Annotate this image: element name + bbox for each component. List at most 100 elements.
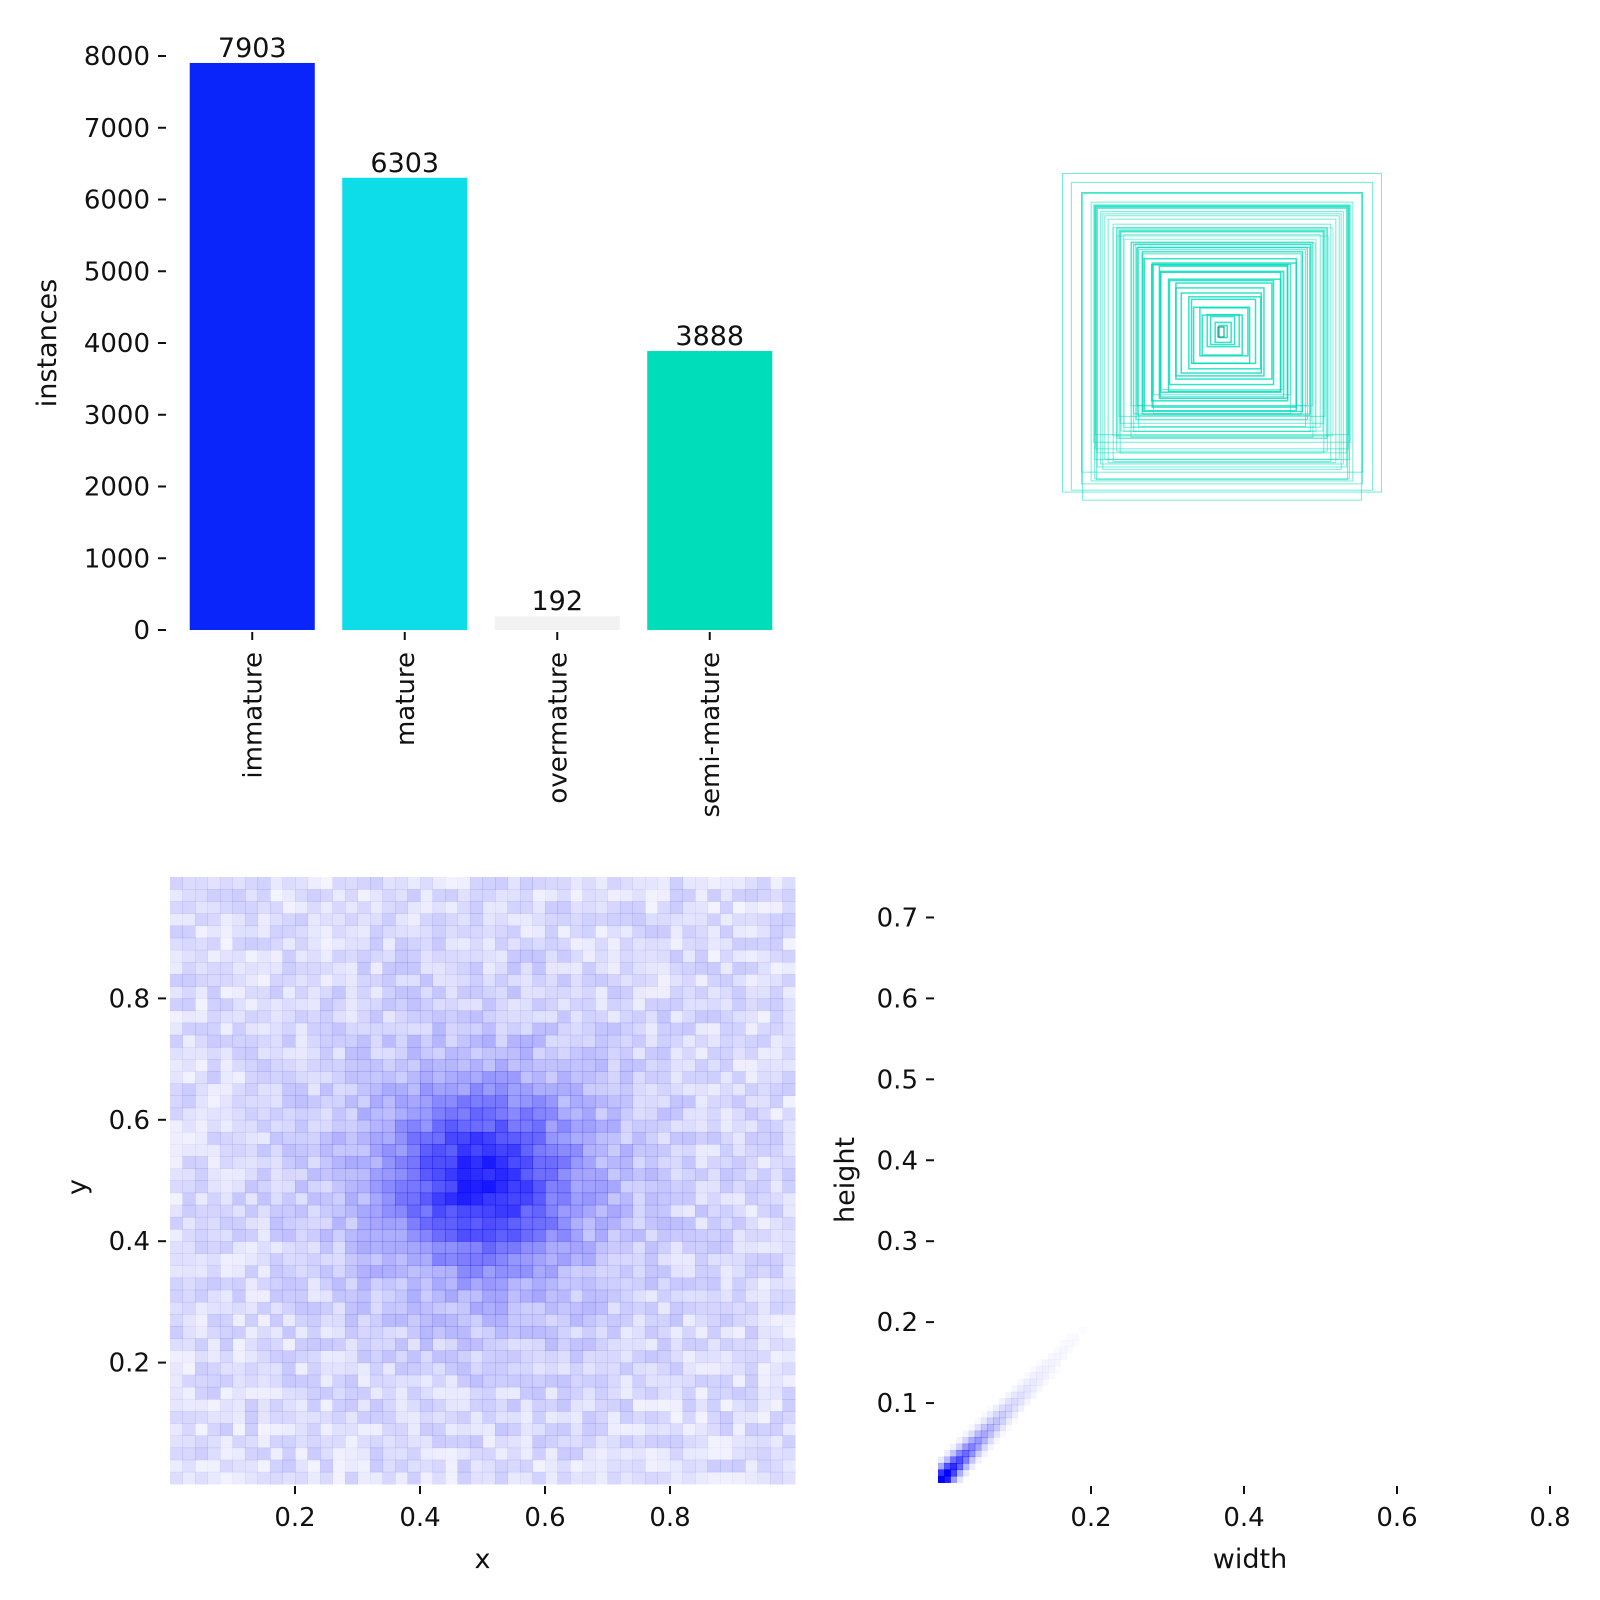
heatmap-cell	[307, 1144, 321, 1157]
heatmap-cell	[345, 1338, 358, 1351]
heatmap-cell	[407, 1253, 421, 1266]
heatmap-cell	[695, 1144, 708, 1157]
heatmap-cell	[370, 1156, 383, 1169]
heatmap-cell	[632, 998, 646, 1012]
heatmap-cell	[432, 998, 446, 1012]
heatmap-cell	[332, 877, 346, 890]
heatmap-cell	[720, 1289, 733, 1303]
heatmap-cell	[407, 913, 421, 927]
heatmap-cell	[657, 1411, 671, 1424]
heatmap-cell	[1017, 1391, 1025, 1399]
heatmap-cell	[195, 1192, 208, 1206]
heatmap-cell	[520, 1216, 533, 1230]
heatmap-cell	[495, 1374, 508, 1388]
heatmap-cell	[220, 913, 233, 927]
heatmap-cell	[432, 1144, 446, 1157]
heatmap-cell	[320, 1265, 333, 1279]
heatmap-cell	[720, 1083, 733, 1097]
heatmap-cell	[482, 1046, 496, 1060]
heatmap-cell	[956, 1462, 964, 1471]
heatmap-cell	[557, 1471, 571, 1485]
heatmap-cell	[720, 1059, 733, 1072]
heatmap-cell	[482, 1277, 496, 1291]
heatmap-cell	[307, 1046, 321, 1060]
heatmap-cell	[407, 949, 421, 963]
heatmap-cell	[707, 1204, 721, 1218]
heatmap-cell	[782, 986, 796, 999]
heatmap-cell	[332, 1326, 346, 1339]
heatmap-cell	[981, 1411, 988, 1418]
heatmap-cell	[670, 1265, 683, 1279]
heatmap-cell	[482, 949, 496, 963]
heatmap-cell	[482, 1241, 496, 1254]
heatmap-cell	[520, 1362, 533, 1376]
heatmap-cell	[295, 986, 308, 999]
heatmap-cell	[595, 1338, 608, 1351]
heatmap-cell	[332, 998, 346, 1012]
heatmap-cell	[195, 1459, 208, 1473]
heatmap-cell	[382, 1289, 396, 1303]
heatmap-cell	[557, 974, 571, 987]
heatmap-cell	[495, 1435, 508, 1449]
heatmap-cell	[482, 1471, 496, 1485]
heatmap-cell	[507, 961, 521, 975]
heatmap-cell	[695, 1119, 708, 1133]
heatmap-cell	[382, 1386, 396, 1400]
heatmap-cell	[707, 1119, 721, 1133]
heatmap-cell	[757, 1046, 771, 1060]
heatmap-cell	[582, 949, 596, 963]
heatmap-cell	[220, 1265, 233, 1279]
heatmap-cell	[282, 1095, 296, 1109]
heatmap-cell	[632, 1350, 646, 1364]
heatmap-cell	[495, 1459, 508, 1473]
heatmap-cell	[520, 1156, 533, 1169]
heatmap-cell	[645, 1399, 658, 1412]
heatmap-cell	[457, 1435, 471, 1449]
heatmap-cell	[345, 1095, 358, 1109]
heatmap-cell	[495, 949, 508, 963]
heatmap-cell	[607, 1022, 621, 1036]
heatmap-cell	[557, 1034, 571, 1048]
heatmap-cell	[582, 1314, 596, 1327]
heatmap-cell	[407, 1374, 421, 1388]
heatmap-cell	[532, 1338, 546, 1351]
heatmap-cell	[445, 961, 458, 975]
heatmap-cell	[432, 1399, 446, 1412]
heatmap-cell	[1073, 1333, 1080, 1340]
heatmap-cell	[170, 1386, 183, 1400]
heatmap-cell	[245, 1180, 258, 1194]
heatmap-cell	[745, 1241, 758, 1254]
heatmap-cell	[307, 1071, 321, 1084]
heatmap-cell	[657, 889, 671, 902]
heatmap-cell	[407, 1119, 421, 1133]
heatmap-cell	[1035, 1365, 1043, 1373]
heatmap-cell	[707, 1399, 721, 1412]
heatmap-cell	[320, 1131, 333, 1145]
heatmap-cell	[570, 1277, 583, 1291]
heatmap-cell	[720, 913, 733, 927]
heatmap-cell	[570, 1046, 583, 1060]
heatmap-cell	[170, 1046, 183, 1060]
heatmap-cell	[345, 1265, 358, 1279]
heatmap-cell	[745, 1314, 758, 1327]
heatmap-cell	[670, 1022, 683, 1036]
heatmap-cell	[657, 1022, 671, 1036]
heatmap-cell	[257, 986, 271, 999]
heatmap-cell	[507, 1362, 521, 1376]
heatmap-cell	[645, 1447, 658, 1461]
heatmap-cell	[182, 1399, 196, 1412]
heatmap-cell	[407, 1326, 421, 1339]
heatmap-cell	[545, 877, 558, 890]
heatmap-cell	[520, 913, 533, 927]
heatmap-cell	[607, 1083, 621, 1097]
heatmap-cell	[170, 937, 183, 951]
heatmap-cell	[620, 1386, 633, 1400]
heatmap-cell	[470, 1386, 483, 1400]
heatmap-cell	[220, 1046, 233, 1060]
heatmap-cell	[270, 1338, 283, 1351]
heatmap-cell	[520, 1386, 533, 1400]
heatmap-cell	[295, 1338, 308, 1351]
heatmap-cell	[232, 1253, 246, 1266]
heatmap-cell	[332, 1156, 346, 1169]
heatmap-cell	[307, 1180, 321, 1194]
